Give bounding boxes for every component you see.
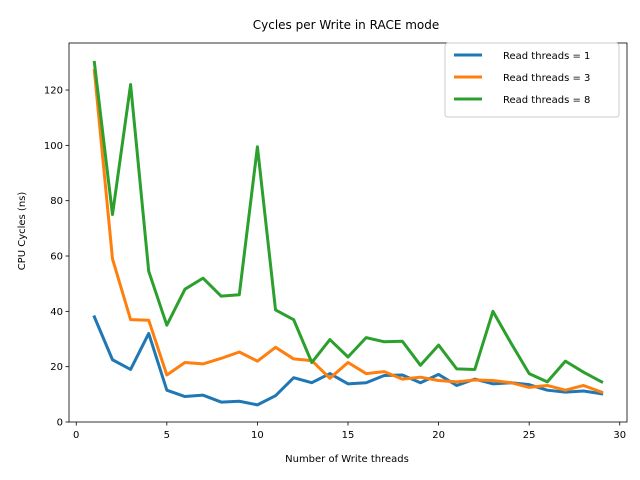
y-axis-label: CPU Cycles (ns): [17, 192, 28, 271]
series-line-3: [92, 60, 604, 384]
y-tick-label: 80: [50, 196, 63, 207]
x-tick-label: 10: [251, 430, 264, 441]
x-tick-label: 20: [432, 430, 445, 441]
legend-box: [444, 42, 620, 118]
chart-title: Cycles per Write in RACE mode: [253, 18, 440, 32]
x-tick-label: 30: [613, 430, 626, 441]
y-tick-label: 40: [50, 307, 63, 318]
x-tick-label: 0: [73, 430, 79, 441]
series-line-2: [92, 69, 604, 395]
legend-label-1: Read threads = 1: [503, 51, 590, 62]
y-axis: 0 20 40 60 80 100 120: [44, 86, 69, 429]
series-layer: [92, 60, 604, 407]
x-axis-label: Number of Write threads: [285, 454, 409, 465]
x-tick-label: 15: [342, 430, 355, 441]
x-axis: 0 5 10 15 20 25 30: [73, 422, 626, 441]
y-tick-label: 120: [44, 86, 63, 97]
y-tick-label: 60: [50, 252, 63, 263]
legend-label-3: Read threads = 8: [503, 95, 590, 106]
x-tick-label: 5: [164, 430, 170, 441]
legend: Read threads = 1 Read threads = 3 Read thr…: [444, 42, 620, 118]
x-tick-label: 25: [523, 430, 536, 441]
legend-label-2: Read threads = 3: [503, 73, 590, 84]
y-tick-label: 20: [50, 362, 63, 373]
y-tick-label: 100: [44, 141, 63, 152]
y-tick-label: 0: [57, 418, 63, 429]
